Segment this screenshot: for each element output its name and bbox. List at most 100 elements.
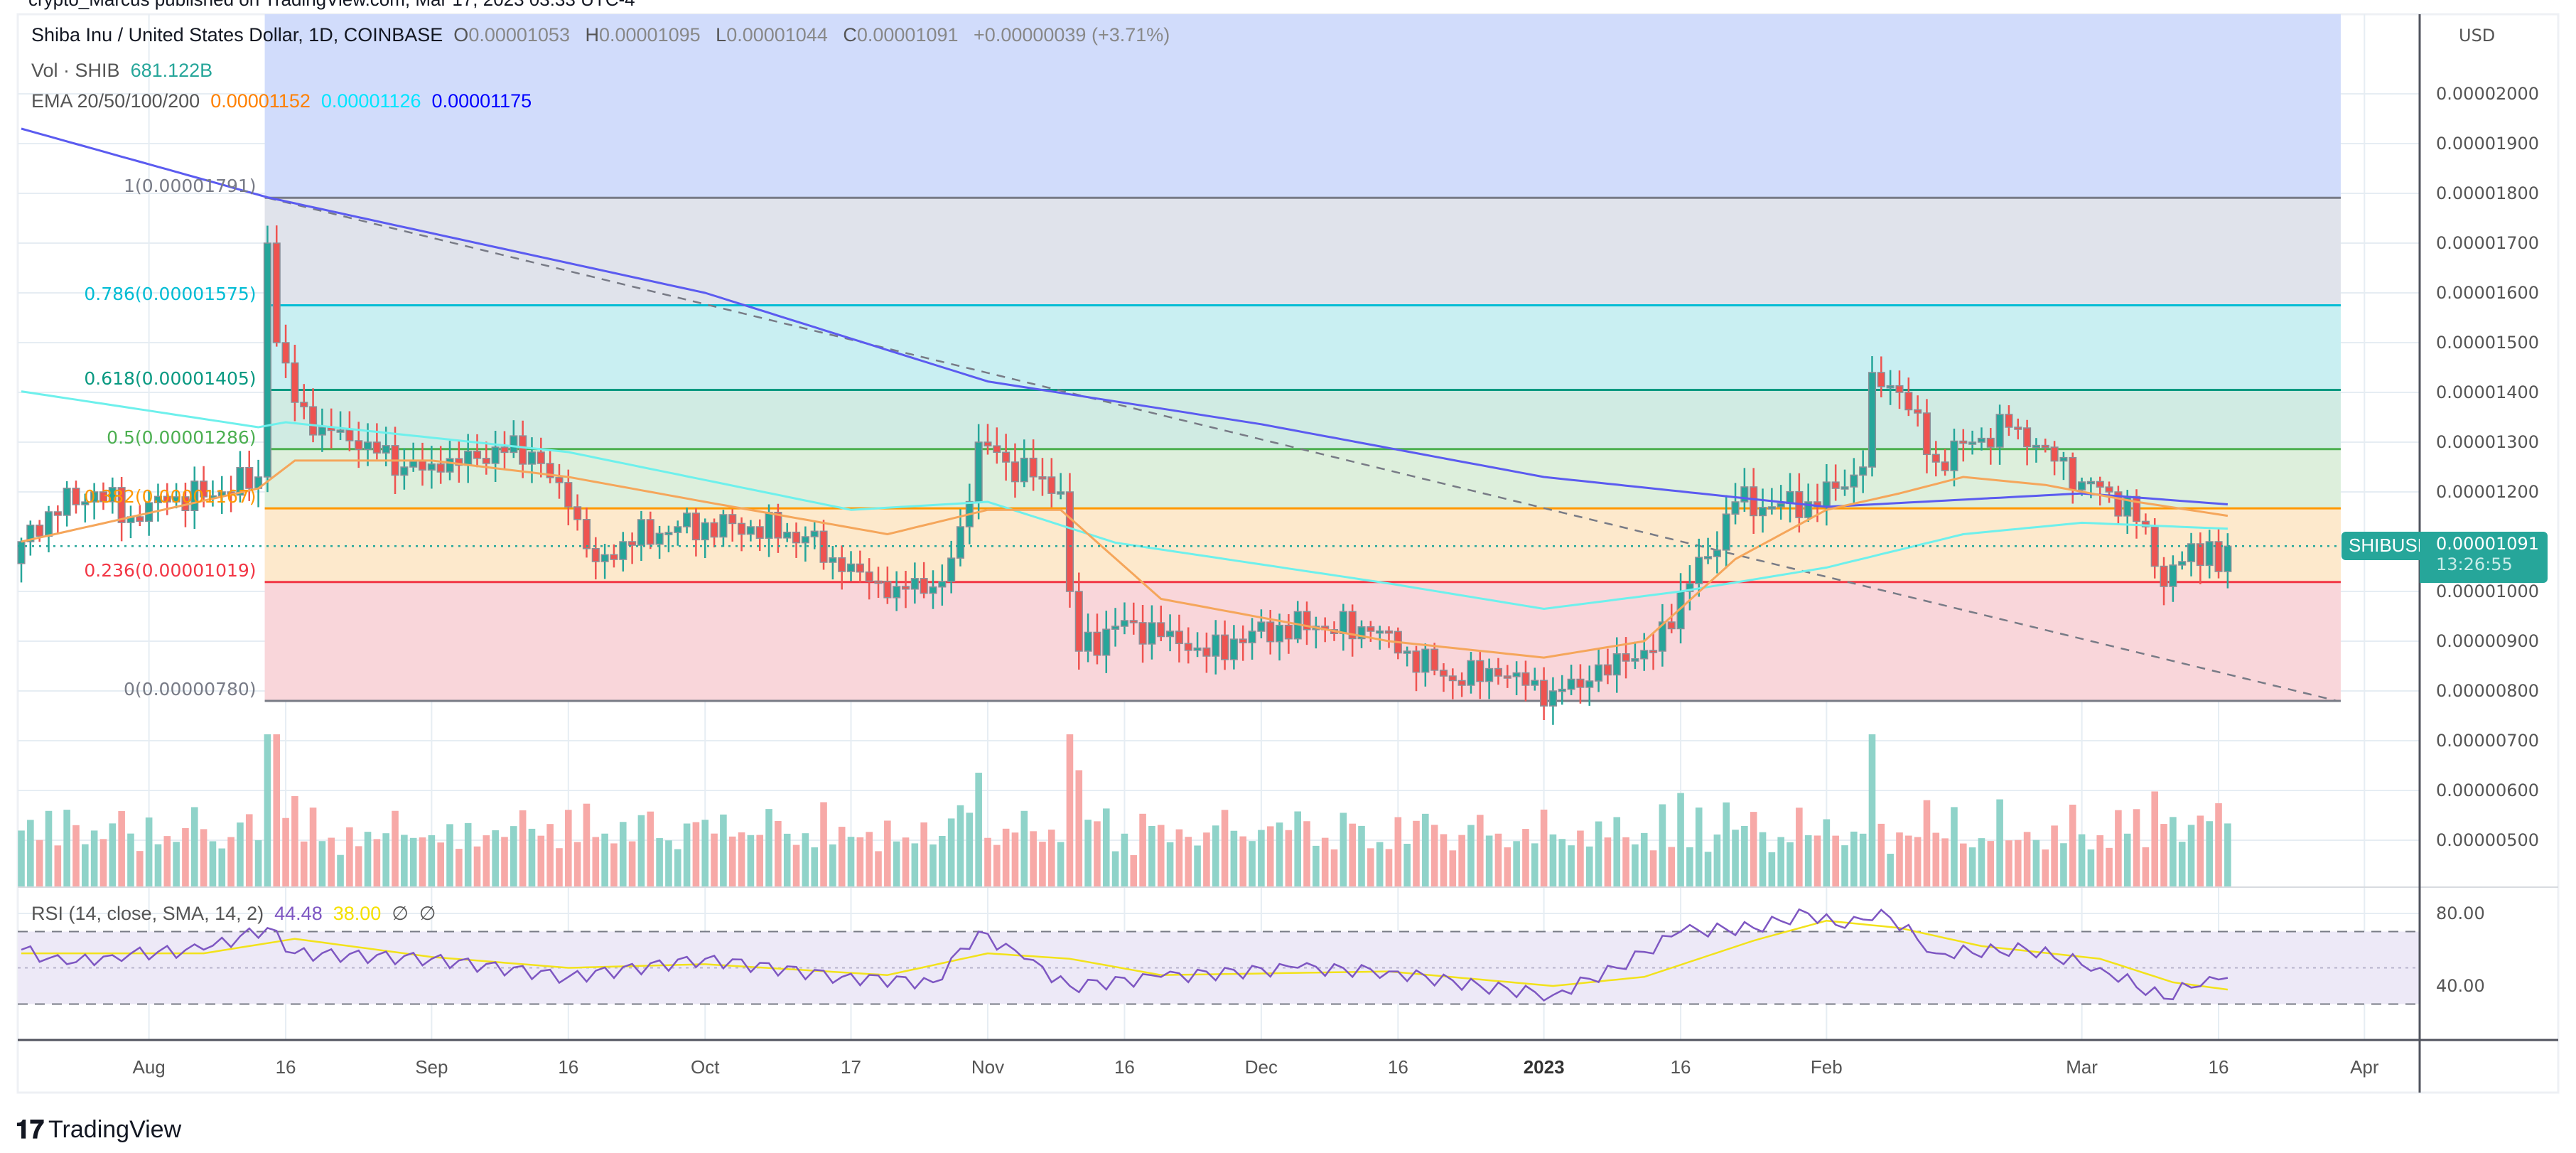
open-value: 0.00001053 [468,24,570,45]
volume-legend[interactable]: Vol · SHIB 681.122B [31,60,212,82]
candle [1868,355,1877,477]
candle-body [1065,491,1074,592]
candle-body [500,446,509,454]
candle [2114,486,2123,525]
candle-body [1986,437,1995,448]
volume-bar [528,828,536,887]
candle-body [1266,621,1275,643]
candle [1239,625,1247,661]
candle-body [1722,513,1730,551]
rsi-axis-tick: 80.00 [2436,903,2485,923]
candle-body [2032,444,2040,449]
volume-bar [1832,835,1839,887]
volume-bar [1659,804,1666,887]
ema-label: EMA 20/50/100/200 [31,90,200,112]
volume-bar [2032,840,2040,887]
candle-body [1667,621,1676,630]
candle [482,441,490,475]
volume-bar [1294,811,1301,887]
candle [1595,649,1603,692]
price-axis-tick: 0.00001400 [2436,382,2540,402]
candle [1631,641,1639,670]
candle-body [2160,565,2168,587]
volume-bar [218,848,226,887]
volume-bar [1057,842,1065,887]
volume-bar [2123,833,2131,887]
ema20-line [21,459,2229,659]
fib-zone [264,581,2341,701]
candle [2059,451,2068,481]
fib-trendline [267,197,2338,702]
candle-body [846,563,856,572]
candle [1002,434,1011,481]
candle-body [1777,503,1785,508]
volume-bar [1239,836,1247,887]
volume-bar [2160,824,2167,887]
volume-bar [1403,844,1411,887]
candle-body [674,526,682,533]
candle [99,482,108,510]
volume-bar [282,817,289,887]
candle [1357,620,1366,648]
candle-body [1339,611,1347,635]
volume-bar [2170,817,2177,887]
candle [1403,646,1411,667]
candle [1540,667,1548,720]
candle [1603,648,1612,685]
price-axis-tick: 0.00000600 [2436,781,2540,800]
volume-bar [1285,830,1293,887]
candle [2105,481,2113,503]
candle-body [1822,481,1831,508]
ema200-value: 0.00001175 [431,90,532,112]
ema50-value: 0.00001126 [320,90,421,112]
ema-legend[interactable]: EMA 20/50/100/200 0.00001152 0.00001126 … [31,90,532,112]
candle-body [2196,543,2204,567]
candle-body [1239,638,1247,643]
tradingview-logo[interactable]: 𝟏𝟕 TradingView [16,1115,181,1145]
volume-bar [36,840,43,887]
volume-bar [993,844,1001,887]
volume-bar [483,835,490,887]
volume-bar [1577,830,1584,887]
price-axis-tick: 0.00000500 [2436,830,2540,850]
volume-bar [2178,842,2186,887]
volume-bar [683,823,691,887]
candle-body [1968,441,1977,445]
candle-body [1850,474,1858,488]
candle [829,546,837,580]
volume-bar [364,832,372,887]
volume-bar [692,822,700,887]
candle-body [1767,506,1776,510]
volume-bar [237,822,244,887]
candle [1740,468,1749,512]
candle-body [738,522,746,535]
volume-bar [775,820,782,887]
candle-body [464,451,473,466]
rsi-legend[interactable]: RSI (14, close, SMA, 14, 2) 44.48 38.00 … [31,903,436,925]
candle-body [1166,631,1175,638]
volume-bar [1549,834,1557,887]
candle [1129,602,1138,635]
candle-body [1357,626,1366,640]
volume-bar [866,832,873,887]
candle-body [1931,454,1940,463]
candle [1111,608,1120,647]
candle-body [2005,414,2013,428]
candle [600,544,609,579]
volume-bar [802,833,809,887]
volume-bar [847,837,855,887]
candle [1649,633,1658,670]
candle [1576,664,1585,704]
candle [591,537,600,580]
fib-level-label: 1(0.00001791) [124,176,257,197]
candle-body [1959,440,1968,444]
candle-body [90,491,99,503]
volume-bar [136,851,144,887]
candle-body [1430,648,1439,671]
candle [1467,652,1475,694]
candle-body [929,586,937,594]
symbol-title[interactable]: Shiba Inu / United States Dollar, 1D, CO… [31,24,443,45]
candle [1212,620,1220,675]
volume-bar [2069,804,2076,887]
